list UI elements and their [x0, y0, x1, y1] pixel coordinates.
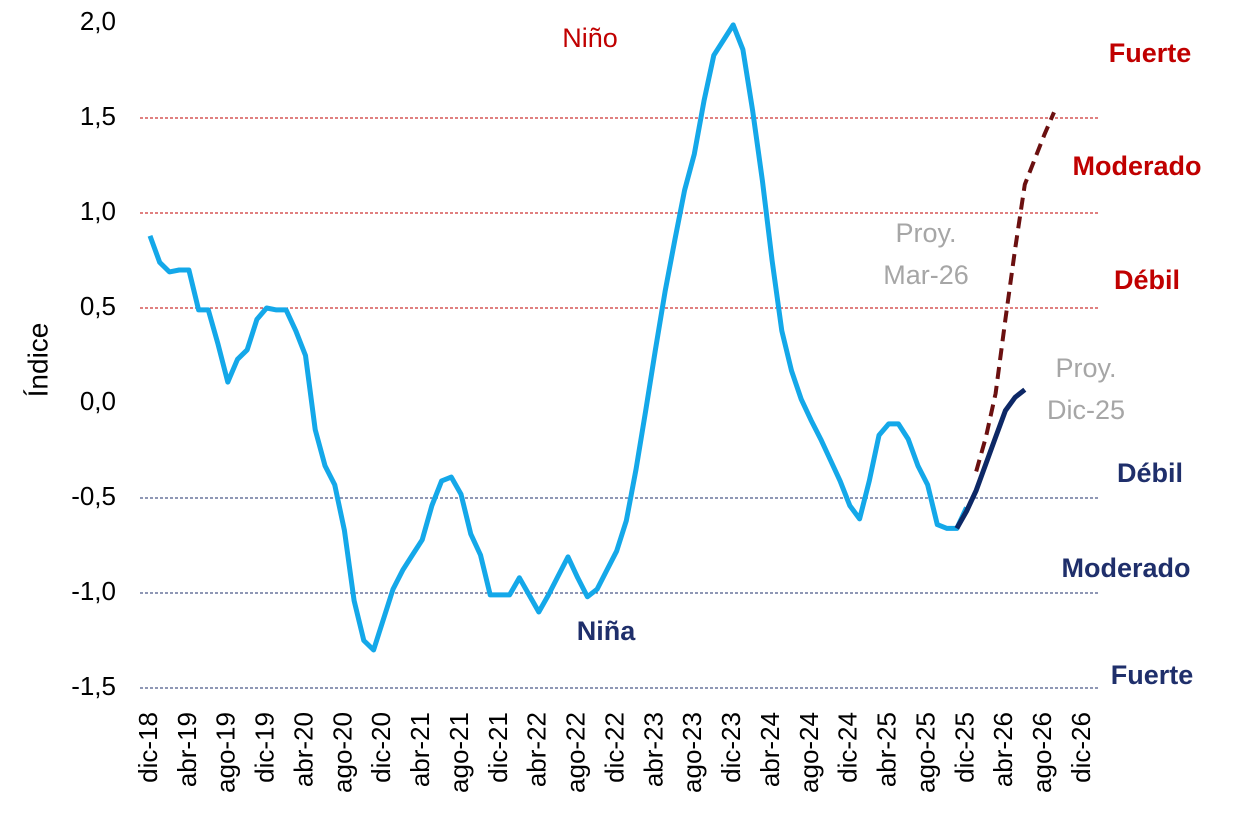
y-tick-label: 2,0: [80, 6, 116, 36]
y-tick-label: -0,5: [71, 481, 116, 511]
projection-label: Proy.: [895, 218, 956, 248]
x-tick-label: ago-23: [677, 712, 707, 793]
y-tick-label: 1,5: [80, 101, 116, 131]
x-tick-label: ago-20: [327, 712, 357, 793]
x-tick-label: abr-24: [755, 712, 785, 787]
y-tick-label: 0,5: [80, 291, 116, 321]
y-tick-label: -1,5: [71, 671, 116, 701]
x-tick-label: abr-21: [405, 712, 435, 787]
x-tick-label: dic-26: [1066, 712, 1096, 783]
threshold-label: Débil: [1114, 265, 1180, 295]
x-tick-label: ago-24: [794, 712, 824, 793]
projection-label: Proy.: [1055, 353, 1116, 383]
x-tick-label: abr-19: [172, 712, 202, 787]
x-tick-label: abr-26: [988, 712, 1018, 787]
y-tick-label: -1,0: [71, 576, 116, 606]
threshold-label: Débil: [1117, 458, 1183, 488]
threshold-label: Moderado: [1072, 151, 1201, 181]
series-line: [974, 111, 1056, 472]
y-tick-label: 0,0: [80, 386, 116, 416]
series-line: [954, 387, 1027, 530]
x-tick-label: dic-25: [949, 712, 979, 783]
x-tick-label: ago-19: [211, 712, 241, 793]
x-tick-label: ago-22: [561, 712, 591, 793]
annotation: Niño: [562, 23, 618, 53]
x-tick-label: abr-22: [522, 712, 552, 787]
annotation: Niña: [577, 616, 636, 646]
x-tick-label: ago-21: [444, 712, 474, 793]
series-line: [147, 22, 969, 653]
x-tick-label: abr-23: [638, 712, 668, 787]
threshold-label: Fuerte: [1111, 660, 1194, 690]
y-axis-label: Índice: [22, 323, 53, 398]
x-tick-label: dic-23: [716, 712, 746, 783]
threshold-label: Moderado: [1061, 553, 1190, 583]
x-tick-label: dic-21: [483, 712, 513, 783]
x-tick-label: dic-19: [250, 712, 280, 783]
y-tick-label: 1,0: [80, 196, 116, 226]
x-tick-label: dic-18: [133, 712, 163, 783]
x-tick-label: dic-24: [833, 712, 863, 783]
x-tick-label: ago-26: [1027, 712, 1057, 793]
projection-label: Dic-25: [1047, 395, 1125, 425]
threshold-label: Fuerte: [1109, 38, 1192, 68]
x-tick-label: dic-20: [366, 712, 396, 783]
x-tick-label: abr-20: [288, 712, 318, 787]
x-tick-label: abr-25: [872, 712, 902, 787]
projection-label: Mar-26: [883, 260, 969, 290]
x-tick-label: ago-25: [910, 712, 940, 793]
x-tick-label: dic-22: [599, 712, 629, 783]
